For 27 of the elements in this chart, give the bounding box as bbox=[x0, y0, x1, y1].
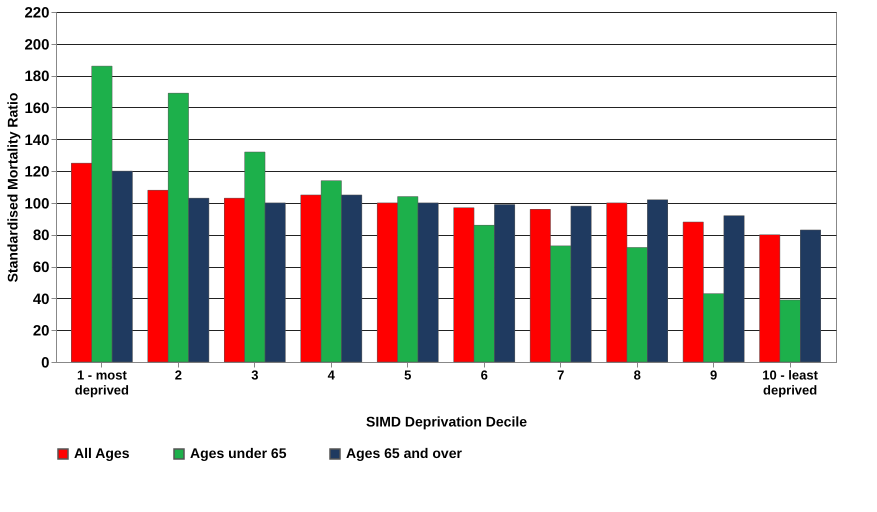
x-tick-label: 5 bbox=[404, 368, 412, 382]
x-tick-label: 9 bbox=[710, 368, 718, 382]
x-tick-label: 10 - least deprived bbox=[762, 368, 819, 398]
y-tick-label: 40 bbox=[32, 290, 50, 308]
x-tick-label: 7 bbox=[557, 368, 564, 382]
y-tick-label: 200 bbox=[24, 36, 50, 54]
y-tick-label: 80 bbox=[32, 227, 50, 244]
legend-label: Ages under 65 bbox=[190, 445, 287, 461]
legend-label: All Ages bbox=[74, 445, 130, 461]
x-tick-label: 3 bbox=[251, 368, 258, 382]
x-tick-label: 4 bbox=[328, 368, 336, 382]
x-tick-label: 8 bbox=[634, 368, 641, 382]
x-axis-title: SIMD Deprivation Decile bbox=[366, 414, 528, 430]
y-tick-label: 20 bbox=[32, 322, 50, 340]
y-tick-label: 160 bbox=[24, 100, 50, 117]
legend-label: Ages 65 and over bbox=[346, 445, 462, 461]
y-tick-label: 220 bbox=[24, 4, 50, 22]
y-tick-label: 180 bbox=[24, 68, 50, 86]
y-tick-label: 120 bbox=[24, 164, 50, 181]
x-tick-label: 6 bbox=[480, 368, 488, 382]
y-tick-label: 140 bbox=[24, 132, 50, 149]
y-axis-title: Standardised Mortality Ratio bbox=[4, 92, 20, 282]
y-tick-label: 100 bbox=[24, 195, 50, 212]
x-tick-label: 1 - most deprived bbox=[74, 368, 130, 398]
y-tick-label: 0 bbox=[41, 354, 50, 372]
x-tick-label: 2 bbox=[174, 368, 182, 382]
y-tick-label: 60 bbox=[32, 259, 50, 276]
